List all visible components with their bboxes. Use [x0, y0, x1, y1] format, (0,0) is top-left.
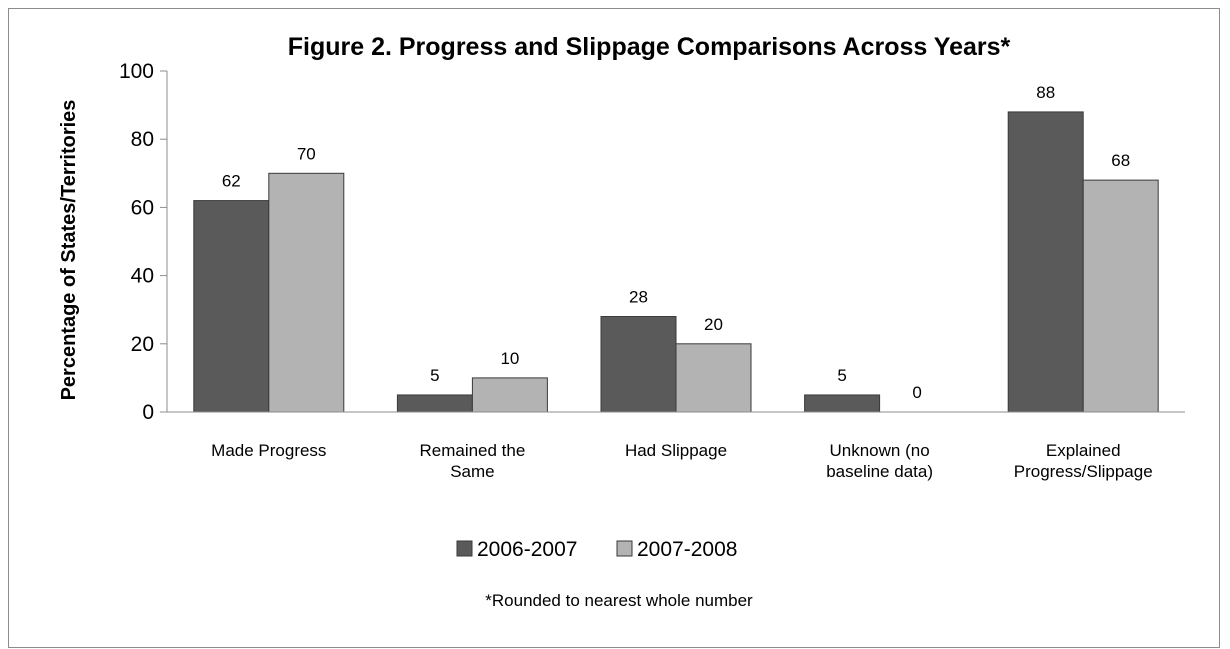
- data-label: 62: [222, 172, 241, 191]
- bar-2006-2007-1: [396, 394, 473, 413]
- x-tick-label: Same: [450, 462, 494, 481]
- bar-2007-2008-4: [1082, 179, 1159, 413]
- legend: 2006-2007 2007-2008: [456, 538, 737, 561]
- chart-frame: Figure 2. Progress and Slippage Comparis…: [8, 8, 1220, 648]
- bar-2006-2007-0: [193, 200, 270, 413]
- bar-2007-2008-0: [268, 172, 345, 413]
- data-label: 5: [837, 366, 846, 385]
- data-label: 68: [1111, 151, 1130, 170]
- footnote: *Rounded to nearest whole number: [485, 591, 753, 610]
- legend-swatch-2007-2008: [616, 540, 633, 557]
- bar-2007-2008-2: [675, 343, 752, 413]
- bar-2006-2007-3: [804, 394, 881, 413]
- bar-2006-2007-2: [600, 316, 677, 413]
- plot-area: 0 20 40 60 80 100 62 70 Made Progress 5 10 Remained…: [119, 60, 1185, 481]
- y-tick-label: 0: [142, 401, 154, 424]
- chart-svg: Figure 2. Progress and Slippage Comparis…: [58, 33, 1185, 610]
- y-tick-label: 60: [131, 196, 154, 219]
- data-label: 70: [297, 144, 316, 163]
- y-tick-label: 20: [131, 333, 154, 356]
- y-tick-label: 40: [131, 265, 154, 288]
- legend-swatch-2006-2007: [456, 540, 473, 557]
- x-tick-label: Had Slippage: [625, 441, 727, 460]
- x-tick-label: Remained the: [419, 441, 525, 460]
- legend-label: 2007-2008: [637, 538, 737, 561]
- y-tick-label: 80: [131, 128, 154, 151]
- x-tick-label: Made Progress: [211, 441, 326, 460]
- y-tick-label: 100: [119, 60, 154, 83]
- bar-2006-2007-4: [1007, 111, 1084, 413]
- x-tick-label: Unknown (no: [830, 441, 930, 460]
- y-axis-label: Percentage of States/Territories: [58, 100, 80, 401]
- data-label: 28: [629, 288, 648, 307]
- x-tick-label: Explained: [1046, 441, 1121, 460]
- x-tick-label: baseline data): [826, 462, 933, 481]
- data-label: 5: [430, 366, 439, 385]
- data-label: 10: [500, 349, 519, 368]
- x-tick-label: Progress/Slippage: [1014, 462, 1153, 481]
- chart-title: Figure 2. Progress and Slippage Comparis…: [288, 33, 1011, 61]
- data-label: 20: [704, 315, 723, 334]
- bar-2007-2008-1: [471, 377, 548, 413]
- legend-label: 2006-2007: [477, 538, 577, 561]
- data-label: 0: [912, 383, 921, 402]
- data-label: 88: [1036, 83, 1055, 102]
